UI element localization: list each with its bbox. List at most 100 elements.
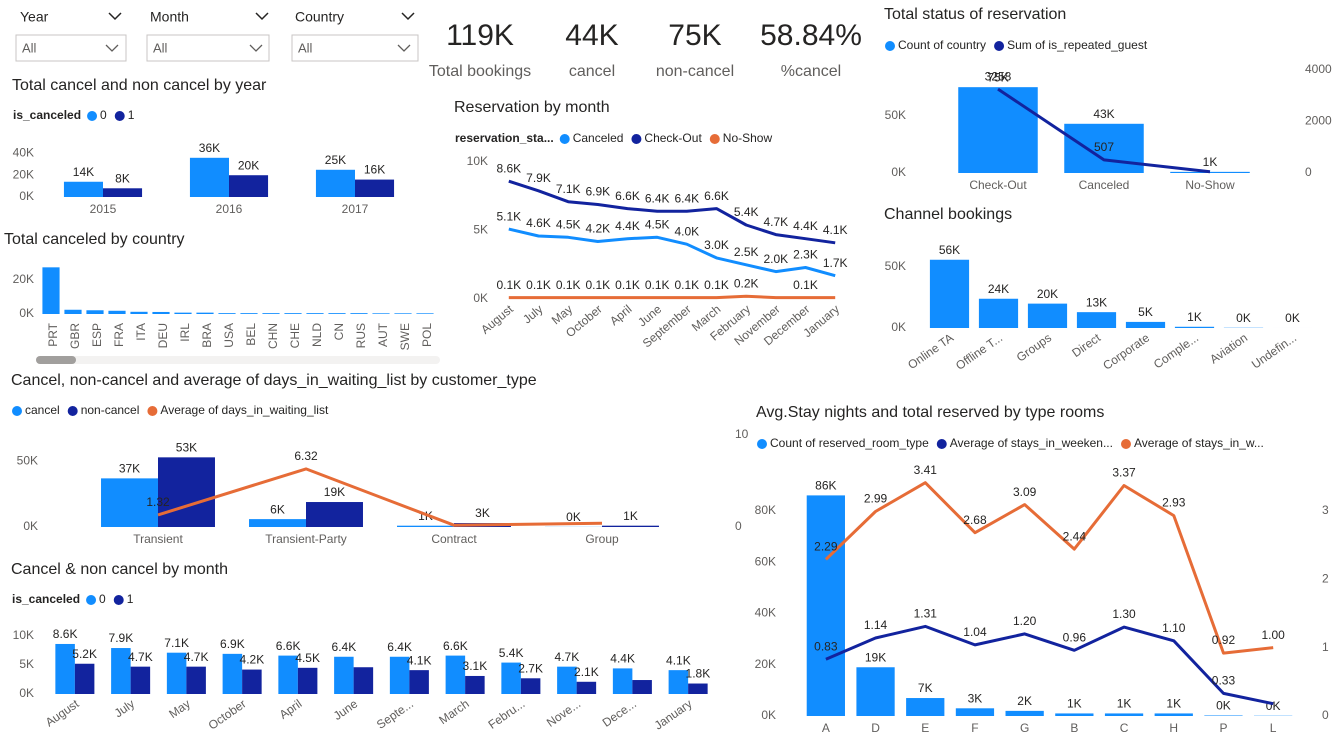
data-label: 5K bbox=[1138, 305, 1153, 319]
y2-tick-label: 0 bbox=[1322, 708, 1329, 722]
line bbox=[825, 624, 1274, 706]
line bbox=[157, 467, 603, 527]
x-tick-label: May bbox=[166, 697, 193, 721]
data-label: 19K bbox=[865, 650, 886, 664]
chart-title: Total status of reservation bbox=[884, 6, 1066, 23]
x-tick-label: January bbox=[652, 697, 695, 733]
x-tick-label: Dece... bbox=[600, 697, 639, 730]
slicers: Year All Month All Country All bbox=[15, 9, 419, 62]
data-label: 1.20 bbox=[1013, 614, 1037, 628]
x-tick-label: BRA bbox=[200, 323, 214, 348]
scrollbar-track[interactable] bbox=[36, 356, 440, 364]
x-tick-label: SWE bbox=[398, 323, 412, 350]
x-tick-label: 2015 bbox=[90, 202, 117, 216]
line bbox=[824, 481, 1274, 655]
x-tick-label: AUT bbox=[376, 322, 390, 347]
data-label: 2.99 bbox=[864, 492, 888, 506]
line bbox=[508, 294, 836, 300]
x-tick-label: July bbox=[112, 697, 138, 721]
data-label: 507 bbox=[1094, 140, 1114, 154]
data-label: 0K bbox=[1285, 311, 1300, 325]
x-tick-label: October bbox=[206, 697, 249, 733]
slicer-box[interactable] bbox=[146, 34, 270, 62]
data-label: 3.41 bbox=[914, 463, 938, 477]
x-tick-label: Transient-Party bbox=[265, 532, 347, 546]
data-label: 1.14 bbox=[864, 618, 888, 632]
data-label: 2.3K bbox=[793, 248, 818, 262]
bar bbox=[501, 662, 521, 694]
bar bbox=[1027, 303, 1068, 328]
bar bbox=[218, 313, 236, 314]
data-label: 0K bbox=[1216, 699, 1231, 713]
x-tick-label: IRL bbox=[178, 323, 192, 342]
y-tick-label: 0K bbox=[19, 189, 34, 203]
data-label: 2.68 bbox=[963, 513, 987, 527]
y-tick-label: 20K bbox=[755, 657, 776, 671]
x-tick-label: Nove... bbox=[544, 697, 583, 730]
data-label: 4.5K bbox=[556, 218, 581, 232]
data-label: 3K bbox=[968, 691, 983, 705]
data-label: 0.96 bbox=[1063, 631, 1087, 645]
data-label: 8.6K bbox=[53, 627, 78, 641]
bar bbox=[557, 666, 577, 694]
kpi-value: 119K bbox=[446, 19, 514, 52]
y-tick-label: 60K bbox=[755, 554, 776, 568]
slicer-box[interactable] bbox=[291, 34, 419, 62]
legend-label: Average of days_in_waiting_list bbox=[160, 403, 329, 417]
data-label: 4.2K bbox=[240, 653, 265, 667]
data-label: 25K bbox=[325, 153, 346, 167]
y-tick-label: 20K bbox=[13, 167, 34, 181]
data-label: 8.6K bbox=[496, 161, 521, 175]
bar bbox=[929, 259, 970, 328]
data-label: 56K bbox=[939, 243, 960, 257]
data-label: 3.1K bbox=[463, 659, 488, 673]
data-label: 53K bbox=[176, 441, 197, 455]
bar bbox=[416, 313, 434, 314]
slicer-label: Country bbox=[295, 9, 344, 25]
x-tick-label: E bbox=[921, 721, 929, 735]
bar bbox=[350, 313, 368, 314]
legend-title: is_canceled bbox=[13, 108, 81, 122]
y-tick-label: 5K bbox=[473, 223, 488, 237]
y-tick-label: 0K bbox=[19, 306, 34, 320]
bar bbox=[1204, 715, 1243, 716]
y2-tick-label: 1 bbox=[1322, 640, 1329, 654]
bar bbox=[196, 312, 214, 314]
legend-marker bbox=[147, 406, 158, 416]
bar bbox=[284, 313, 302, 314]
scrollbar-thumb[interactable] bbox=[36, 356, 76, 364]
data-label: 5.1K bbox=[496, 209, 521, 223]
data-label: 19K bbox=[324, 485, 345, 499]
bar bbox=[297, 667, 318, 694]
bar bbox=[1125, 321, 1166, 328]
bar bbox=[55, 643, 75, 694]
legend-label: No-Show bbox=[723, 131, 773, 145]
data-label: 2.7K bbox=[518, 661, 543, 675]
x-tick-label: RUS bbox=[354, 323, 368, 348]
y2-tick-label: 2 bbox=[1322, 571, 1329, 585]
data-label: 1K bbox=[623, 509, 638, 523]
legend-marker bbox=[994, 41, 1005, 51]
kpi-cards: 119K Total bookings 44K cancel 75K non-c… bbox=[429, 19, 862, 80]
data-label: 3.09 bbox=[1013, 485, 1037, 499]
x-tick-label: CHE bbox=[288, 323, 302, 348]
x-tick-label: March bbox=[436, 697, 471, 728]
line bbox=[997, 87, 1211, 174]
slicer-box[interactable] bbox=[15, 34, 127, 62]
bar bbox=[111, 648, 131, 694]
x-tick-label: 2016 bbox=[216, 202, 243, 216]
x-tick-label: DEU bbox=[156, 323, 170, 348]
y2-tick-label: 4000 bbox=[1305, 62, 1332, 76]
bar bbox=[130, 666, 151, 694]
x-tick-label: CN bbox=[332, 323, 346, 340]
bar bbox=[389, 656, 410, 694]
data-label: 4.4K bbox=[793, 219, 818, 233]
bar bbox=[186, 666, 206, 694]
chart-title: Channel bookings bbox=[884, 206, 1012, 223]
bar bbox=[1064, 123, 1144, 173]
legend-label: Count of reserved_room_type bbox=[770, 436, 929, 450]
data-label: 3258 bbox=[985, 69, 1012, 83]
data-label: 1K bbox=[1166, 697, 1181, 711]
x-tick-label: Febru... bbox=[486, 697, 528, 732]
